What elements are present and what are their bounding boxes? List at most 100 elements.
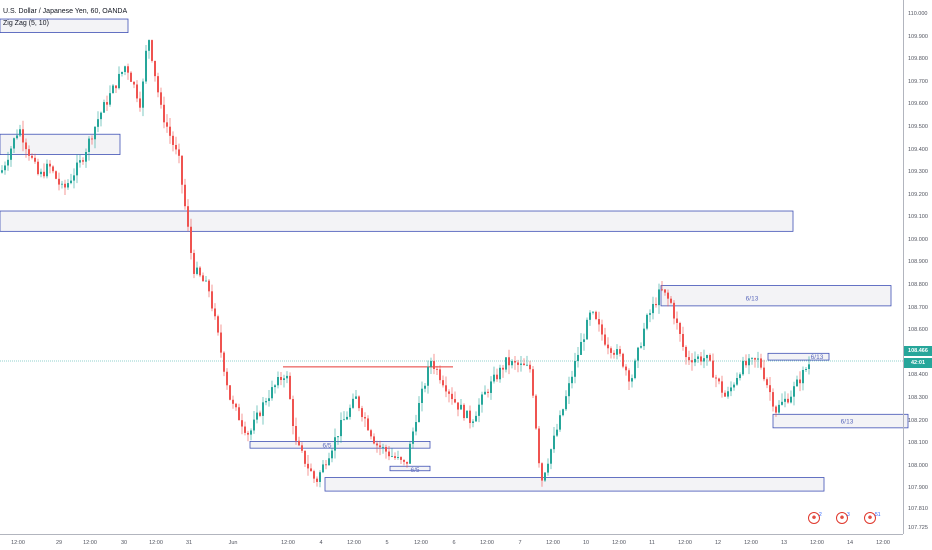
candle (79, 160, 81, 163)
candle (457, 402, 459, 410)
price-tick-label: 109.700 (908, 78, 928, 85)
candle (148, 40, 150, 51)
candle (349, 407, 351, 417)
candle (673, 302, 675, 319)
candle (175, 144, 177, 150)
candle (307, 463, 309, 469)
symbol-title[interactable]: U.S. Dollar / Japanese Yen, 60, OANDA (3, 8, 128, 15)
candle (13, 138, 15, 149)
candle (712, 360, 714, 378)
candle (130, 72, 132, 82)
candle (697, 356, 699, 359)
candle (766, 379, 768, 386)
time-tick-label: 12:00 (347, 540, 361, 546)
price-tick-label: 107.725 (908, 524, 928, 531)
price-tick-label: 108.800 (908, 282, 928, 289)
candle (91, 138, 93, 140)
candle (331, 450, 333, 459)
price-tick-label: 109.900 (908, 33, 928, 40)
candle (37, 161, 39, 175)
candle (46, 163, 48, 177)
time-tick-label: 12:00 (83, 540, 97, 546)
price-axis[interactable]: 110.000 109.900 109.800 109.700 109.600 109.5… (903, 0, 932, 534)
zone-date-label: 6/5 (322, 442, 331, 449)
candle (16, 135, 18, 139)
candle (616, 349, 618, 355)
candle (799, 379, 801, 384)
indicator-label[interactable]: Zig Zag (5, 10) (3, 20, 49, 27)
time-tick-label: Jun (228, 540, 238, 546)
candle (154, 60, 156, 77)
candle (475, 415, 477, 422)
price-tick-label: 108.300 (908, 394, 928, 401)
candle (745, 360, 747, 366)
candle (595, 311, 597, 320)
candle (562, 409, 564, 416)
event-count: 51 (875, 512, 881, 518)
candle (109, 93, 111, 105)
candle (34, 157, 36, 162)
candle (481, 394, 483, 405)
candle (583, 339, 585, 342)
candle (748, 358, 750, 366)
candle (364, 417, 366, 419)
time-tick-label: 5 (385, 540, 389, 546)
candle (787, 398, 789, 403)
candle (466, 410, 468, 419)
candle (58, 178, 60, 185)
candle (415, 422, 417, 432)
candle (454, 399, 456, 403)
calendar-event-icon-us-1[interactable]: ☻ (808, 512, 820, 524)
candle (322, 464, 324, 473)
candle (301, 445, 303, 451)
candle (436, 368, 438, 370)
zone-date-label: 6/13 (811, 354, 824, 361)
candle (655, 303, 657, 306)
candle (592, 311, 594, 313)
calendar-event-icon-jp[interactable]: ☻ (836, 512, 848, 524)
candle (391, 456, 393, 457)
candle (73, 175, 75, 181)
candle (346, 416, 348, 420)
calendar-event-icon-us-2[interactable]: ☻ (864, 512, 876, 524)
time-tick-label: 11 (649, 540, 655, 546)
time-axis[interactable]: 12:00 29 12:00 30 12:00 31 Jun 12:00 4 12:00 5 12:0… (0, 534, 903, 550)
candle (508, 357, 510, 366)
candle (265, 401, 267, 403)
candle (499, 367, 501, 380)
candle (574, 361, 576, 377)
candle (328, 458, 330, 466)
candle (451, 393, 453, 400)
zone-date-label: 6/13 (841, 419, 854, 426)
candle (76, 162, 78, 176)
zone-date-label: 6/13 (746, 295, 759, 302)
candle (406, 461, 408, 464)
candle (559, 415, 561, 430)
candle (547, 463, 549, 473)
candle (28, 149, 30, 156)
price-tick-label: 107.810 (908, 505, 928, 512)
candle (535, 395, 537, 429)
price-tick-label: 108.000 (908, 462, 928, 469)
candle (100, 112, 102, 120)
time-tick-label: 31 (185, 540, 193, 546)
price-tick-label: 109.500 (908, 123, 928, 130)
price-tick-label: 109.100 (908, 214, 928, 221)
candle (187, 206, 189, 227)
price-tick-label: 108.700 (908, 304, 928, 311)
candle (472, 421, 474, 423)
candle (220, 332, 222, 353)
candle (52, 166, 54, 172)
candle (145, 50, 147, 82)
candle (661, 289, 663, 291)
candle (502, 367, 504, 370)
candle (601, 324, 603, 335)
candle (361, 408, 363, 418)
candle (217, 316, 219, 333)
candle (352, 398, 354, 408)
candle (733, 384, 735, 388)
candle (127, 66, 129, 73)
candle (691, 360, 693, 363)
